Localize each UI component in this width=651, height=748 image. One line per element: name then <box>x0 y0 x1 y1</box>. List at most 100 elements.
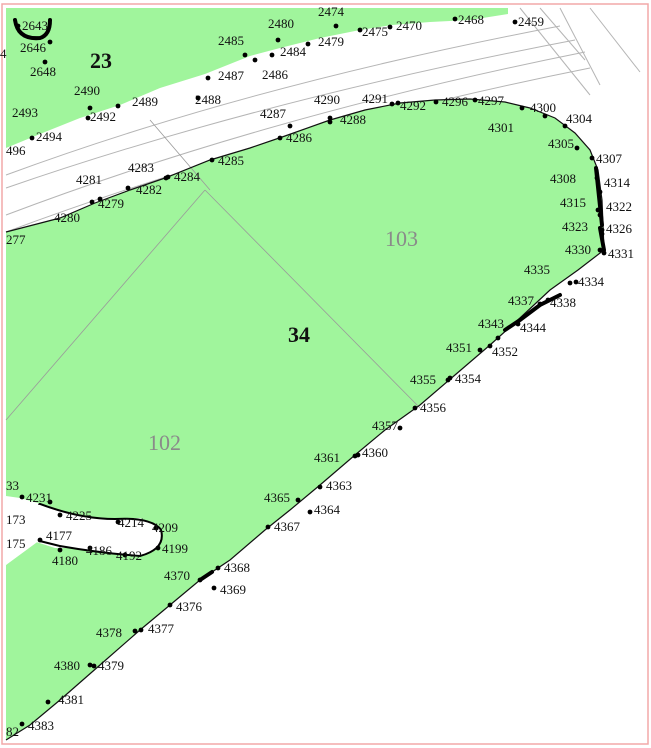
survey-point-dot <box>277 135 283 141</box>
survey-point-dot <box>155 545 161 551</box>
survey-point-label: 4326 <box>606 221 633 236</box>
survey-point-dot <box>599 231 605 237</box>
survey-point-label: 4209 <box>152 520 178 535</box>
survey-point-labels: 2643 4 2646 2648 2474 2480 2485 2479 2484 2475 247… <box>0 4 634 739</box>
survey-point-dot <box>333 23 339 29</box>
survey-point-dot <box>601 250 607 256</box>
survey-point-label: 2479 <box>318 34 344 49</box>
road-lines <box>5 7 641 233</box>
survey-point-label: 4379 <box>98 658 124 673</box>
survey-point-label: 4308 <box>550 171 576 186</box>
survey-point-dot <box>47 499 53 505</box>
parcel-number-34: 34 <box>288 322 310 347</box>
survey-point-dot <box>597 212 603 218</box>
survey-point-label: 4335 <box>524 262 550 277</box>
survey-point-label: 4337 <box>508 293 535 308</box>
survey-point-label: 33 <box>6 478 19 493</box>
survey-point-dot <box>45 699 51 705</box>
survey-point-label: 4284 <box>174 169 201 184</box>
survey-point-label: 2494 <box>36 129 63 144</box>
survey-point-label: 496 <box>6 143 26 158</box>
survey-point-dot <box>29 135 35 141</box>
survey-point-dot <box>265 524 271 530</box>
survey-point-label: 4378 <box>96 625 122 640</box>
survey-point-label: 4 <box>0 46 7 61</box>
survey-point-label: 4367 <box>274 519 301 534</box>
survey-point-label: 4292 <box>400 98 426 113</box>
survey-point-dot <box>387 24 393 30</box>
survey-point-label: 4186 <box>86 543 113 558</box>
survey-point-dot <box>122 552 128 558</box>
survey-point-dot <box>269 52 275 58</box>
survey-point-dot <box>47 39 53 45</box>
survey-point-label: 2459 <box>518 14 544 29</box>
survey-point-label: 2493 <box>12 105 38 120</box>
survey-point-label: 2475 <box>362 24 388 39</box>
survey-point-label: 4370 <box>164 568 190 583</box>
survey-point-dot <box>197 577 203 583</box>
survey-point-dot <box>211 585 217 591</box>
survey-point-dot <box>37 537 43 543</box>
survey-point-dot <box>115 103 121 109</box>
survey-point-label: 2488 <box>195 92 221 107</box>
survey-point-dot <box>542 113 548 119</box>
survey-point-label: 4331 <box>608 246 634 261</box>
survey-point-label: 2643 <box>22 18 48 33</box>
survey-point-dot <box>445 377 451 383</box>
survey-point-label: 277 <box>6 232 26 247</box>
survey-point-dot <box>19 721 25 727</box>
sub-parcel-lines <box>5 119 421 421</box>
survey-point-label: 4355 <box>410 372 436 387</box>
survey-point-label: 2484 <box>280 44 307 59</box>
survey-point-label: 4180 <box>52 553 78 568</box>
survey-point-dot <box>357 27 363 33</box>
survey-point-label: 4361 <box>314 450 340 465</box>
sub-parcel-number-102: 102 <box>148 430 181 455</box>
survey-point-label: 2490 <box>74 83 100 98</box>
survey-point-dot <box>433 99 439 105</box>
survey-point-dot <box>327 119 333 125</box>
survey-point-label: 4280 <box>54 210 80 225</box>
survey-point-dot <box>597 247 603 253</box>
survey-point-label: 4334 <box>578 274 605 289</box>
survey-point-label: 4283 <box>128 160 154 175</box>
survey-point-dot <box>595 207 601 213</box>
survey-point-label: 4300 <box>530 100 556 115</box>
survey-point-label: 4199 <box>162 541 188 556</box>
survey-point-dot <box>252 57 258 63</box>
survey-point-label: 2487 <box>218 68 245 83</box>
survey-point-dot <box>57 512 63 518</box>
survey-point-dot <box>562 123 568 129</box>
parcel-34-area <box>6 99 604 740</box>
survey-points <box>15 16 607 727</box>
survey-point-dot <box>91 663 97 669</box>
survey-point-dot <box>537 301 543 307</box>
survey-point-dot <box>395 100 401 106</box>
survey-point-label: 4225 <box>66 508 92 523</box>
survey-point-dot <box>567 280 573 286</box>
survey-point-dot <box>205 75 211 81</box>
survey-point-dot <box>597 189 603 195</box>
survey-point-label: 4377 <box>148 621 175 636</box>
survey-point-label: 4323 <box>562 219 588 234</box>
survey-point-dot <box>487 343 493 349</box>
survey-point-label: 175 <box>6 536 26 551</box>
survey-point-label: 4305 <box>548 136 574 151</box>
survey-point-label: 4369 <box>220 582 246 597</box>
survey-point-label: 4296 <box>442 94 469 109</box>
survey-point-label: 4301 <box>488 120 514 135</box>
survey-point-label: 4192 <box>116 548 142 563</box>
survey-point-label: 4343 <box>478 316 504 331</box>
survey-point-label: 4286 <box>286 130 313 145</box>
survey-point-label: 4314 <box>604 175 631 190</box>
survey-point-label: 4354 <box>455 371 482 386</box>
parcel-23-area <box>6 8 508 148</box>
survey-point-dot <box>512 19 518 25</box>
survey-point-dot <box>42 59 48 65</box>
survey-point-label: 2646 <box>20 40 47 55</box>
survey-point-label: 4287 <box>260 106 287 121</box>
survey-point-label: 2489 <box>132 94 158 109</box>
survey-point-dot <box>132 628 138 634</box>
survey-point-label: 4344 <box>520 320 547 335</box>
survey-point-dot <box>574 145 580 151</box>
